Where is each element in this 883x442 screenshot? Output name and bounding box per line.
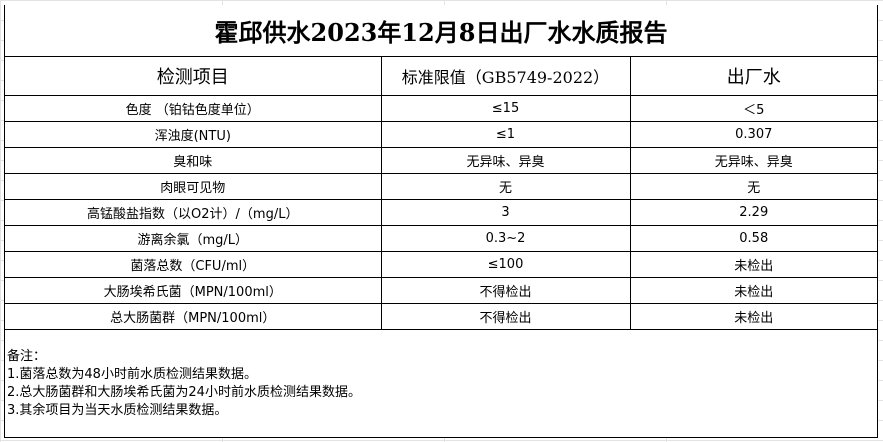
standard-cell[interactable]: 无 bbox=[380, 173, 631, 200]
standard-cell[interactable]: 不得检出 bbox=[380, 303, 631, 330]
note-line: 3.其余项目为当天水质检测结果数据。 bbox=[7, 403, 228, 418]
item-cell[interactable]: 总大肠菌群（MPN/100ml） bbox=[5, 303, 382, 330]
note-line: 1.菌落总数为48小时前水质检测结果数据。 bbox=[7, 367, 257, 382]
table-row: 高锰酸盐指数（以O2计）/（mg/L） 3 2.29 bbox=[5, 199, 877, 226]
standard-cell[interactable]: ≤15 bbox=[380, 95, 631, 122]
water-quality-report: 霍邱供水2023年12月8日出厂水水质报告 检测项目 标准限值（GB5749-2… bbox=[4, 5, 878, 438]
table-row: 浑浊度(NTU) ≤1 0.307 bbox=[5, 121, 877, 148]
result-cell[interactable]: 0.307 bbox=[629, 121, 877, 148]
result-cell[interactable]: ＜5 bbox=[629, 95, 877, 122]
standard-cell[interactable]: ≤1 bbox=[380, 121, 631, 148]
result-cell[interactable]: 0.58 bbox=[629, 225, 877, 252]
result-cell[interactable]: 未检出 bbox=[629, 251, 877, 278]
table-row: 肉眼可见物无无 bbox=[5, 173, 877, 200]
item-cell[interactable]: 高锰酸盐指数（以O2计）/（mg/L） bbox=[5, 199, 382, 226]
standard-cell[interactable]: 无异味、异臭 bbox=[380, 147, 631, 174]
standard-cell[interactable]: 不得检出 bbox=[380, 277, 631, 304]
result-cell[interactable]: 未检出 bbox=[629, 303, 877, 330]
table-row: 总大肠菌群（MPN/100ml） 不得检出 未检出 bbox=[5, 303, 877, 330]
header-item[interactable]: 检测项目 bbox=[5, 57, 382, 96]
item-cell[interactable]: 菌落总数（CFU/ml） bbox=[5, 251, 382, 278]
note-line: 2.总大肠菌群和大肠埃希氏菌为24小时前水质检测结果数据。 bbox=[7, 385, 361, 400]
item-cell[interactable]: 游离余氯（mg/L） bbox=[5, 225, 382, 252]
table-row: 臭和味 无异味、异臭 无异味、异臭 bbox=[5, 147, 877, 174]
report-title: 霍邱供水2023年12月8日出厂水水质报告 bbox=[5, 5, 877, 57]
header-standard[interactable]: 标准限值（GB5749-2022） bbox=[380, 57, 631, 96]
item-cell[interactable]: 浑浊度(NTU) bbox=[5, 121, 382, 148]
item-cell[interactable]: 臭和味 bbox=[5, 147, 382, 174]
standard-cell[interactable]: ≤100 bbox=[380, 251, 631, 278]
notes-heading: 备注： bbox=[7, 349, 47, 364]
header-factory-water[interactable]: 出厂水 bbox=[629, 57, 877, 96]
table-row: 色度 （铂钴色度单位） ≤15 ＜5 bbox=[5, 95, 877, 122]
result-cell[interactable]: 2.29 bbox=[629, 199, 877, 226]
item-cell[interactable]: 肉眼可见物 bbox=[5, 173, 382, 200]
item-cell[interactable]: 大肠埃希氏菌（MPN/100ml） bbox=[5, 277, 382, 304]
item-cell[interactable]: 色度 （铂钴色度单位） bbox=[5, 95, 382, 122]
table-row: 菌落总数（CFU/ml） ≤100 未检出 bbox=[5, 251, 877, 278]
result-cell[interactable]: 无异味、异臭 bbox=[629, 147, 877, 174]
result-cell[interactable]: 未检出 bbox=[629, 277, 877, 304]
notes: 备注： 1.菌落总数为48小时前水质检测结果数据。 2.总大肠菌群和大肠埃希氏菌… bbox=[5, 330, 877, 420]
standard-cell[interactable]: 0.3~2 bbox=[380, 225, 631, 252]
standard-cell[interactable]: 3 bbox=[380, 199, 631, 226]
header-row: 检测项目 标准限值（GB5749-2022） 出厂水 bbox=[5, 57, 877, 96]
report-table: 检测项目 标准限值（GB5749-2022） 出厂水 色度 （铂钴色度单位） ≤1… bbox=[5, 57, 877, 330]
table-row: 大肠埃希氏菌（MPN/100ml） 不得检出 未检出 bbox=[5, 277, 877, 304]
result-cell[interactable]: 无 bbox=[629, 173, 877, 200]
table-row: 游离余氯（mg/L） 0.3~2 0.58 bbox=[5, 225, 877, 252]
